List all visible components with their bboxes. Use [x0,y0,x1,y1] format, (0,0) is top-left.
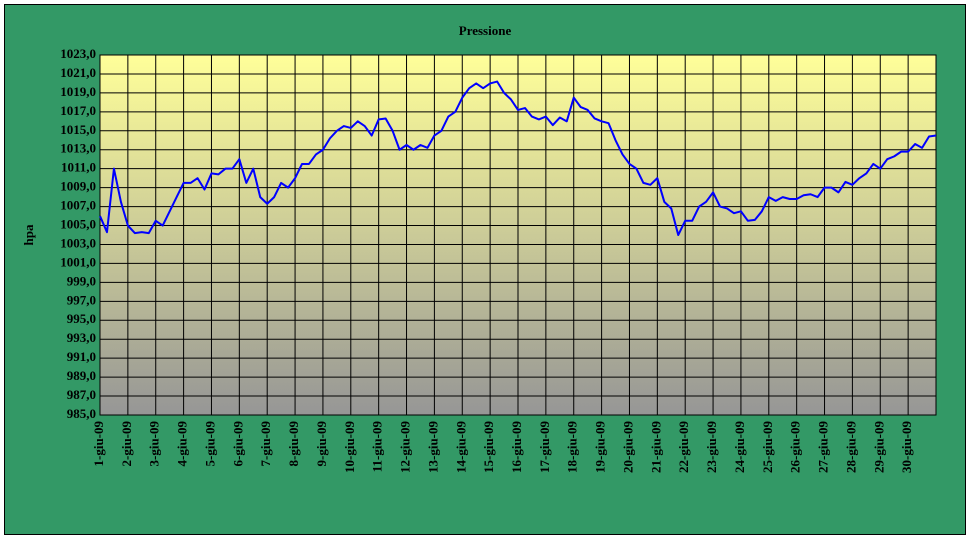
y-tick-label: 985,0 [67,406,96,421]
x-tick-label: 3-giu-09 [147,421,162,467]
y-tick-label: 1017,0 [60,103,96,118]
x-tick-label: 15-giu-09 [481,421,496,474]
y-tick-label: 1003,0 [60,235,96,250]
y-tick-label: 1015,0 [60,122,96,137]
x-tick-label: 21-giu-09 [648,421,663,474]
x-tick-label: 14-giu-09 [453,421,468,474]
y-tick-label: 1019,0 [60,84,96,99]
x-tick-label: 8-giu-09 [286,421,301,467]
x-tick-label: 7-giu-09 [258,421,273,467]
y-tick-label: 989,0 [67,368,96,383]
x-tick-label: 11-giu-09 [370,421,385,473]
x-tick-label: 22-giu-09 [676,421,691,474]
x-tick-label: 16-giu-09 [509,421,524,474]
y-tick-label: 1005,0 [60,217,96,232]
x-tick-label: 23-giu-09 [704,421,719,474]
x-tick-label: 17-giu-09 [537,421,552,474]
data-line [99,80,937,236]
y-tick-label: 993,0 [67,330,96,345]
chart-title: Pressione [459,23,512,38]
x-tick-label: 12-giu-09 [398,421,413,474]
x-tick-label: 2-giu-09 [119,421,134,467]
y-tick-label: 991,0 [67,349,96,364]
x-tick-label: 29-giu-09 [871,421,886,474]
x-tick-label: 20-giu-09 [620,421,635,474]
x-tick-label: 25-giu-09 [760,421,775,474]
x-tick-label: 26-giu-09 [788,421,803,474]
x-tick-label: 19-giu-09 [593,421,608,474]
y-tick-label: 997,0 [67,292,96,307]
y-tick-label: 1009,0 [60,179,96,194]
x-tick-label: 10-giu-09 [342,421,357,474]
y-tick-label: 999,0 [67,273,96,288]
x-tick-label: 18-giu-09 [565,421,580,474]
y-tick-label: 1011,0 [61,160,96,175]
x-tick-label: 4-giu-09 [175,421,190,467]
x-tick-label: 24-giu-09 [732,421,747,474]
x-tick-label: 27-giu-09 [816,421,831,474]
x-tick-label: 1-giu-09 [91,421,106,467]
x-tick-label: 5-giu-09 [202,421,217,467]
y-tick-label: 1023,0 [60,46,96,61]
x-tick-label: 13-giu-09 [425,421,440,474]
x-tick-label: 30-giu-09 [899,421,914,474]
y-tick-label: 995,0 [67,311,96,326]
x-tick-label: 6-giu-09 [230,421,245,467]
y-tick-label: 1013,0 [60,141,96,156]
y-tick-label: 1021,0 [60,65,96,80]
y-axis-label: hpa [21,224,36,245]
x-tick-label: 28-giu-09 [843,421,858,474]
y-tick-label: 1007,0 [60,198,96,213]
plot-border [99,54,937,416]
y-tick-label: 1001,0 [60,254,96,269]
y-tick-label: 987,0 [67,387,96,402]
x-tick-label: 9-giu-09 [314,421,329,467]
